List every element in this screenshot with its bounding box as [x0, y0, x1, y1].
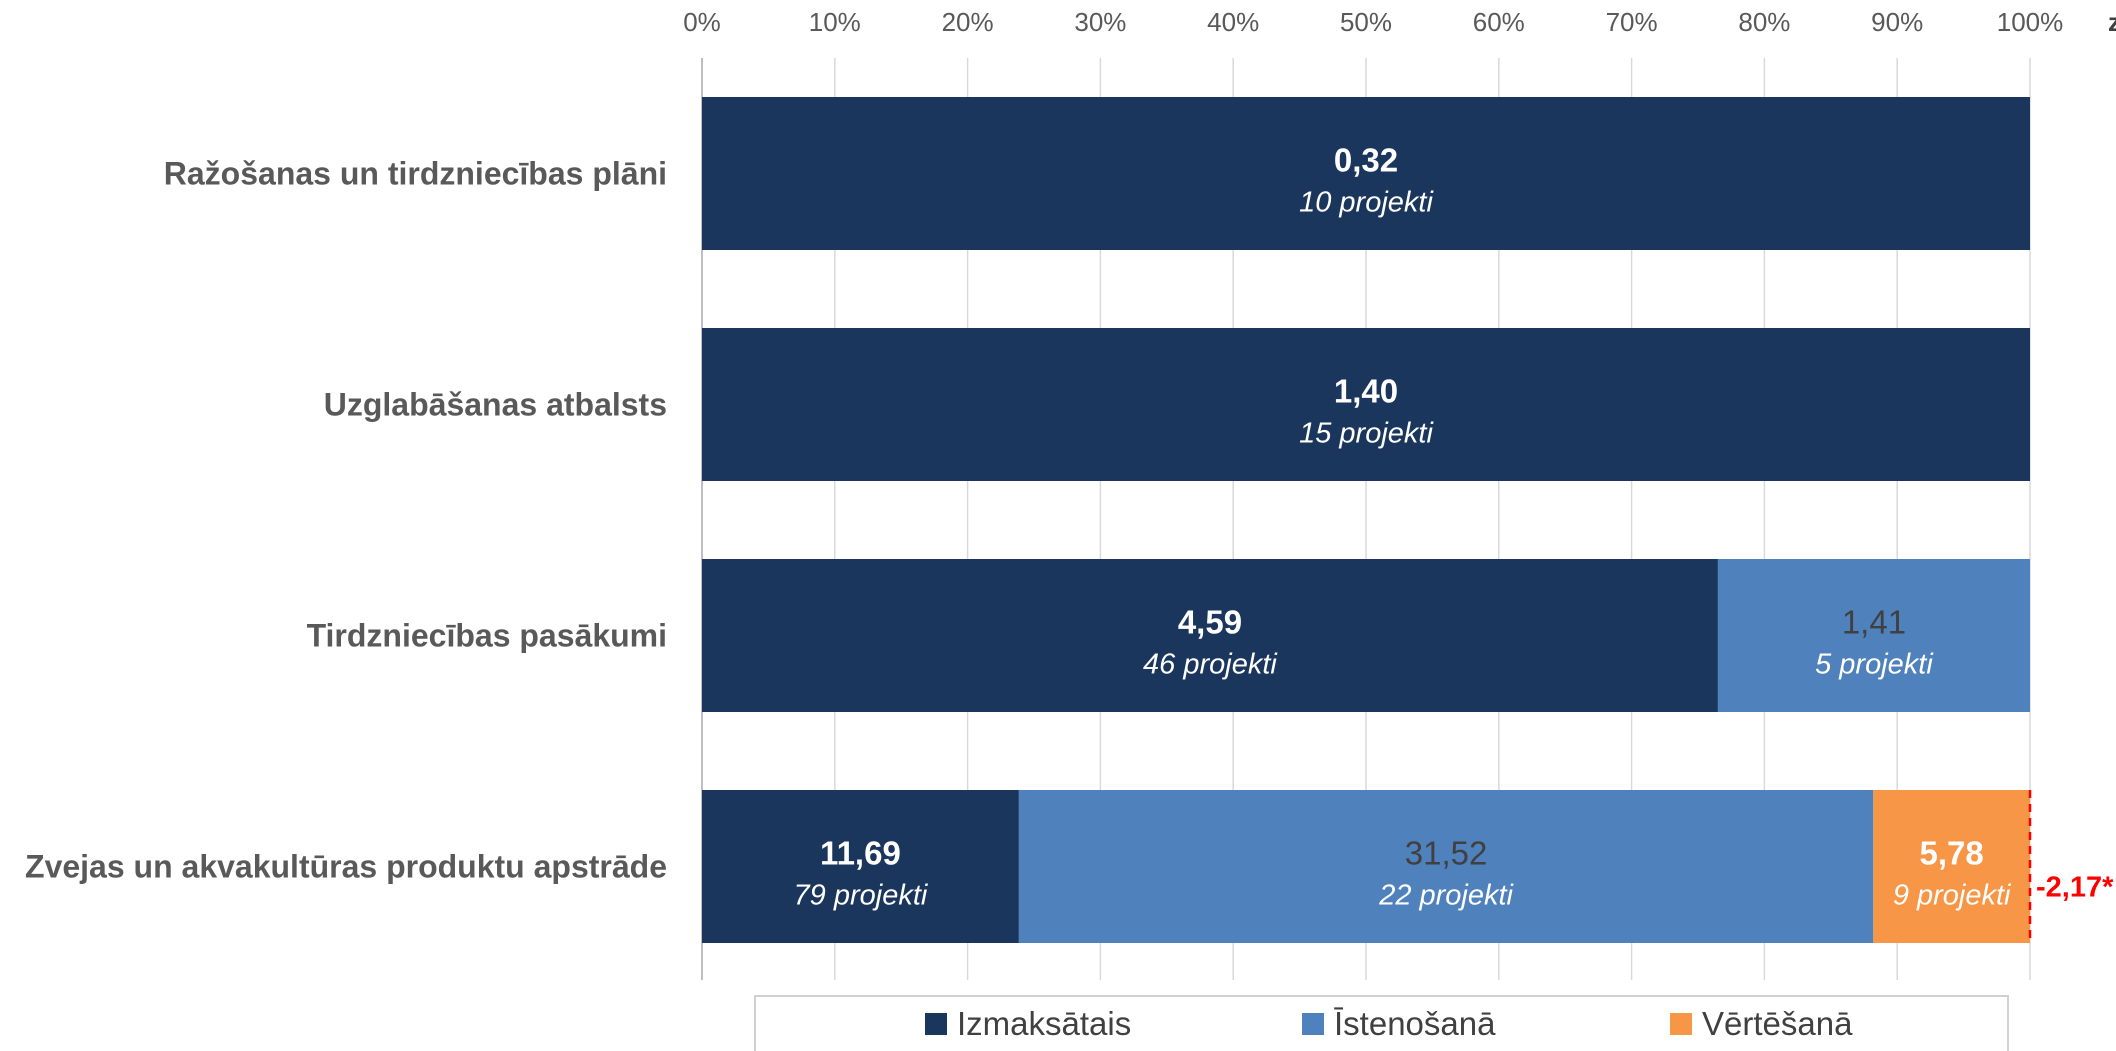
- legend-swatch: [1670, 1013, 1692, 1035]
- category-labels: Ražošanas un tirdzniecības plāni Uzglabāš…: [25, 156, 667, 885]
- project-count-label: 46 projekti: [1143, 649, 1278, 681]
- category-label: Uzglabāšanas atbalsts: [324, 387, 667, 423]
- x-tick-label: 30%: [1074, 7, 1126, 37]
- bar-segment: [702, 97, 2030, 250]
- project-count-label: 79 projekti: [794, 880, 929, 912]
- annotation-label: -2,17*: [2036, 872, 2114, 904]
- x-tick-label: 20%: [942, 7, 994, 37]
- bar-segment: [702, 328, 2030, 481]
- data-label: 1,41: [1842, 604, 1906, 641]
- data-label: 0,32: [1334, 142, 1398, 179]
- data-label: 4,59: [1178, 604, 1242, 641]
- bar-segment: [1717, 559, 2030, 712]
- data-label: 31,52: [1405, 835, 1488, 872]
- x-axis-ticks: 0% 10% 20% 30% 40% 50% 60% 70% 80% 90% 100%: [683, 7, 2063, 37]
- data-label: 11,69: [820, 835, 901, 872]
- project-count-label: 10 projekti: [1299, 187, 1434, 219]
- data-label: 5,78: [1920, 835, 1984, 872]
- x-tick-label: 80%: [1738, 7, 1790, 37]
- project-count-label: 9 projekti: [1893, 880, 2012, 912]
- x-tick-label: 10%: [809, 7, 861, 37]
- bar-segment: [1873, 790, 2030, 943]
- project-count-label: 5 projekti: [1815, 649, 1934, 681]
- annotation: -2,17*: [2028, 790, 2114, 943]
- x-tick-label: 60%: [1473, 7, 1525, 37]
- legend-label: Izmaksātais: [957, 1005, 1131, 1042]
- project-count-label: 22 projekti: [1378, 880, 1514, 912]
- x-tick-label: 0%: [683, 7, 721, 37]
- legend-label: Īstenošanā: [1334, 1005, 1496, 1042]
- bar-segment: [1018, 790, 1874, 943]
- category-label: Zvejas un akvakultūras produktu apstrāde: [25, 849, 667, 885]
- bar-segment: [702, 790, 1019, 943]
- legend-swatch: [925, 1013, 947, 1035]
- unit-label: z: [2108, 7, 2116, 37]
- legend-swatch: [1302, 1013, 1324, 1035]
- legend-frame: [754, 995, 2009, 1051]
- category-label: Tirdzniecības pasākumi: [307, 618, 667, 654]
- x-tick-label: 50%: [1340, 7, 1392, 37]
- x-tick-label: 100%: [1997, 7, 2064, 37]
- x-tick-label: 40%: [1207, 7, 1259, 37]
- legend: Izmaksātais Īstenošanā Vērtēšanā: [754, 995, 2009, 1051]
- category-label: Ražošanas un tirdzniecības plāni: [164, 156, 667, 192]
- project-count-label: 15 projekti: [1299, 418, 1434, 450]
- bar-segment: [702, 559, 1718, 712]
- bar-segments: [702, 97, 2030, 943]
- legend-label: Vērtēšanā: [1702, 1005, 1853, 1042]
- data-labels: 0,32 10 projekti 1,40 15 projekti 4,59 46 pro…: [794, 142, 2013, 912]
- x-tick-label: 70%: [1606, 7, 1658, 37]
- x-tick-label: 90%: [1871, 7, 1923, 37]
- data-label: 1,40: [1334, 373, 1398, 410]
